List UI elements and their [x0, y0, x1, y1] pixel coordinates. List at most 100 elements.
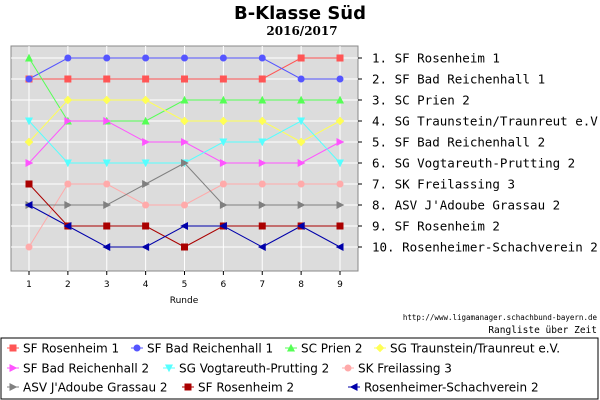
legend-marker: [349, 383, 358, 391]
data-point: [24, 137, 34, 147]
data-point: [336, 180, 344, 188]
data-point: [258, 95, 267, 104]
legend-item: Rosenheimer-Schachverein 2: [348, 381, 539, 395]
data-point: [64, 180, 72, 188]
data-point: [103, 75, 111, 83]
x-axis-label: Runde: [170, 296, 199, 306]
data-point: [296, 137, 306, 147]
data-point: [219, 222, 227, 230]
data-point: [181, 75, 188, 83]
data-point: [64, 54, 72, 62]
chart-title: B-Klasse Süd: [234, 3, 366, 24]
x-tick-label: 1: [26, 280, 32, 290]
data-point: [181, 159, 189, 167]
legend-marker: [287, 343, 295, 352]
data-point: [258, 201, 267, 209]
x-tick-label: 7: [259, 280, 265, 290]
data-point: [63, 222, 72, 230]
data-point: [219, 138, 228, 147]
rank-label: 8. ASV J'Adoube Grassau 2: [372, 198, 560, 213]
x-tick-label: 5: [182, 280, 188, 290]
data-point: [142, 138, 150, 146]
x-tick-label: 2: [65, 280, 71, 290]
data-point: [25, 53, 33, 62]
legend-label: SG Traunstein/Traunreut e.V.: [390, 342, 560, 356]
legend-label: SK Freilassing 3: [358, 362, 452, 376]
legend-item: ASV J'Adoube Grassau 2: [7, 381, 168, 395]
legend-marker: [9, 344, 17, 352]
data-point: [181, 54, 188, 62]
data-point: [141, 95, 150, 105]
data-point: [297, 201, 306, 209]
data-point: [25, 180, 33, 188]
data-point: [297, 180, 305, 188]
source-url: http://www.ligamanager.schachbund-bayern…: [403, 313, 598, 322]
data-point: [219, 159, 228, 167]
data-point: [180, 95, 189, 104]
x-tick-label: 9: [337, 280, 343, 290]
legend-label: SF Bad Reichenhall 1: [147, 342, 273, 356]
data-point: [335, 243, 344, 251]
rank-label: 1. SF Rosenheim 1: [372, 51, 500, 66]
data-point: [297, 75, 305, 83]
x-axis-ticks: 1 2 3 4 5 6 7 8 9: [26, 271, 343, 290]
chart-caption: Rangliste über Zeit: [488, 325, 597, 336]
legend-item: SF Rosenheim 1: [7, 342, 119, 356]
data-point: [258, 159, 267, 167]
data-point: [141, 159, 150, 168]
data-point: [24, 201, 33, 209]
legend-item: SK Freilassing 3: [342, 362, 452, 376]
rank-label: 9. SF Rosenheim 2: [372, 219, 500, 234]
data-point: [142, 201, 150, 209]
data-point: [335, 116, 345, 126]
data-point: [141, 243, 150, 251]
data-point: [297, 159, 306, 167]
legend-box: [0, 337, 599, 400]
legend-marker: [184, 383, 192, 391]
data-point: [180, 222, 188, 230]
data-point: [258, 180, 266, 188]
data-point: [181, 201, 188, 209]
data-point: [336, 201, 345, 209]
legend-marker: [344, 364, 352, 372]
data-point: [103, 54, 111, 62]
legend-label: Rosenheimer-Schachverein 2: [364, 381, 539, 395]
data-point: [219, 201, 228, 209]
legend-label: SC Prien 2: [301, 342, 363, 356]
data-point: [336, 138, 345, 146]
data-point: [142, 222, 150, 230]
rank-label: 4. SG Traunstein/Traunreut e.V.: [372, 114, 600, 129]
data-point: [102, 243, 111, 251]
legend-marker: [375, 343, 385, 353]
data-point: [102, 95, 112, 105]
rank-label: 3. SC Prien 2: [372, 93, 470, 108]
legend-marker: [9, 364, 18, 372]
data-point: [297, 117, 306, 126]
data-point: [25, 159, 34, 167]
legend-marker: [133, 344, 141, 352]
data-point: [103, 117, 112, 125]
rank-label: 10. Rosenheimer-Schachverein 2: [372, 240, 598, 255]
legend-item: SF Rosenheim 2: [182, 381, 294, 395]
data-point: [219, 54, 227, 62]
data-point: [258, 222, 266, 230]
rank-label: 7. SK Freilassing 3: [372, 177, 515, 192]
legend-marker: [165, 364, 173, 373]
data-point: [142, 75, 150, 83]
data-point: [219, 75, 227, 83]
data-point: [141, 116, 150, 125]
data-point: [336, 159, 344, 168]
data-point: [64, 117, 73, 125]
legend-item: SG Traunstein/Traunreut e.V.: [374, 342, 560, 356]
legend-label: SG Vogtareuth-Prutting 2: [179, 362, 329, 376]
data-point: [181, 243, 188, 251]
data-point: [180, 116, 189, 126]
data-point: [64, 75, 72, 83]
series-markers: [24, 53, 345, 251]
legend-item: SF Bad Reichenhall 2: [7, 362, 149, 376]
x-tick-label: 3: [104, 280, 110, 290]
data-point: [258, 75, 266, 83]
data-point: [296, 222, 305, 230]
data-point: [257, 243, 266, 251]
